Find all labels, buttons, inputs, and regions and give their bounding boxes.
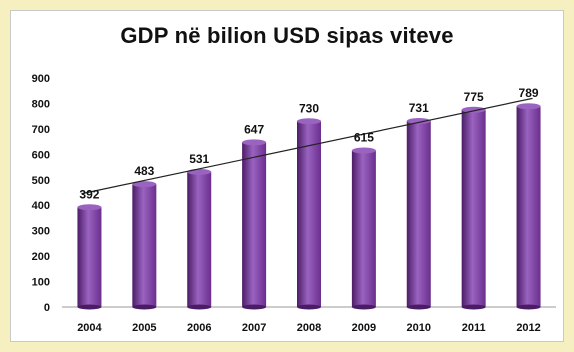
x-tick-label: 2008 [297, 322, 321, 334]
bar [351, 147, 376, 310]
axes: 0 100 200 300 400 500 600 700 800 900 2004 2005 2006… [32, 73, 556, 334]
data-label: 531 [189, 152, 209, 166]
bar [132, 181, 157, 310]
y-tick-label: 200 [32, 251, 50, 263]
x-tick-label: 2004 [77, 322, 102, 334]
y-tick-label: 900 [32, 73, 50, 85]
y-tick-label: 300 [32, 226, 50, 238]
bars [77, 103, 541, 310]
data-label: 730 [299, 101, 319, 115]
x-tick-label: 2010 [407, 322, 431, 334]
bar [187, 168, 212, 310]
data-label: 775 [464, 90, 484, 104]
data-label: 731 [409, 101, 429, 115]
bar [297, 118, 321, 310]
y-tick-label: 500 [32, 175, 50, 187]
data-label: 392 [79, 187, 99, 201]
y-tick-label: 100 [32, 277, 50, 289]
x-tick-label: 2011 [462, 322, 486, 334]
data-label: 483 [134, 164, 154, 178]
x-tick-label: 2009 [352, 322, 376, 334]
bar [242, 139, 267, 310]
y-tick-label: 800 [32, 98, 50, 110]
x-tick-label: 2006 [187, 322, 211, 334]
data-labels: 392 483 531 647 730 615 731 775 789 [79, 86, 538, 201]
trendline-group [81, 97, 533, 195]
bar [77, 204, 102, 310]
y-tick-label: 700 [32, 124, 50, 136]
x-tick-label: 2007 [242, 322, 266, 334]
y-tick-label: 0 [44, 302, 50, 314]
bar [516, 103, 541, 310]
data-label: 615 [354, 131, 374, 145]
chart-title: GDP në bilion USD sipas viteve [120, 23, 454, 48]
x-tick-label: 2012 [516, 322, 540, 334]
data-label: 789 [519, 86, 539, 100]
x-tick-label: 2005 [132, 322, 156, 334]
data-label: 647 [244, 122, 264, 136]
bar [406, 118, 431, 310]
trendline [81, 97, 533, 195]
y-tick-label: 600 [32, 149, 50, 161]
bar [461, 106, 486, 310]
y-tick-label: 400 [32, 200, 50, 212]
